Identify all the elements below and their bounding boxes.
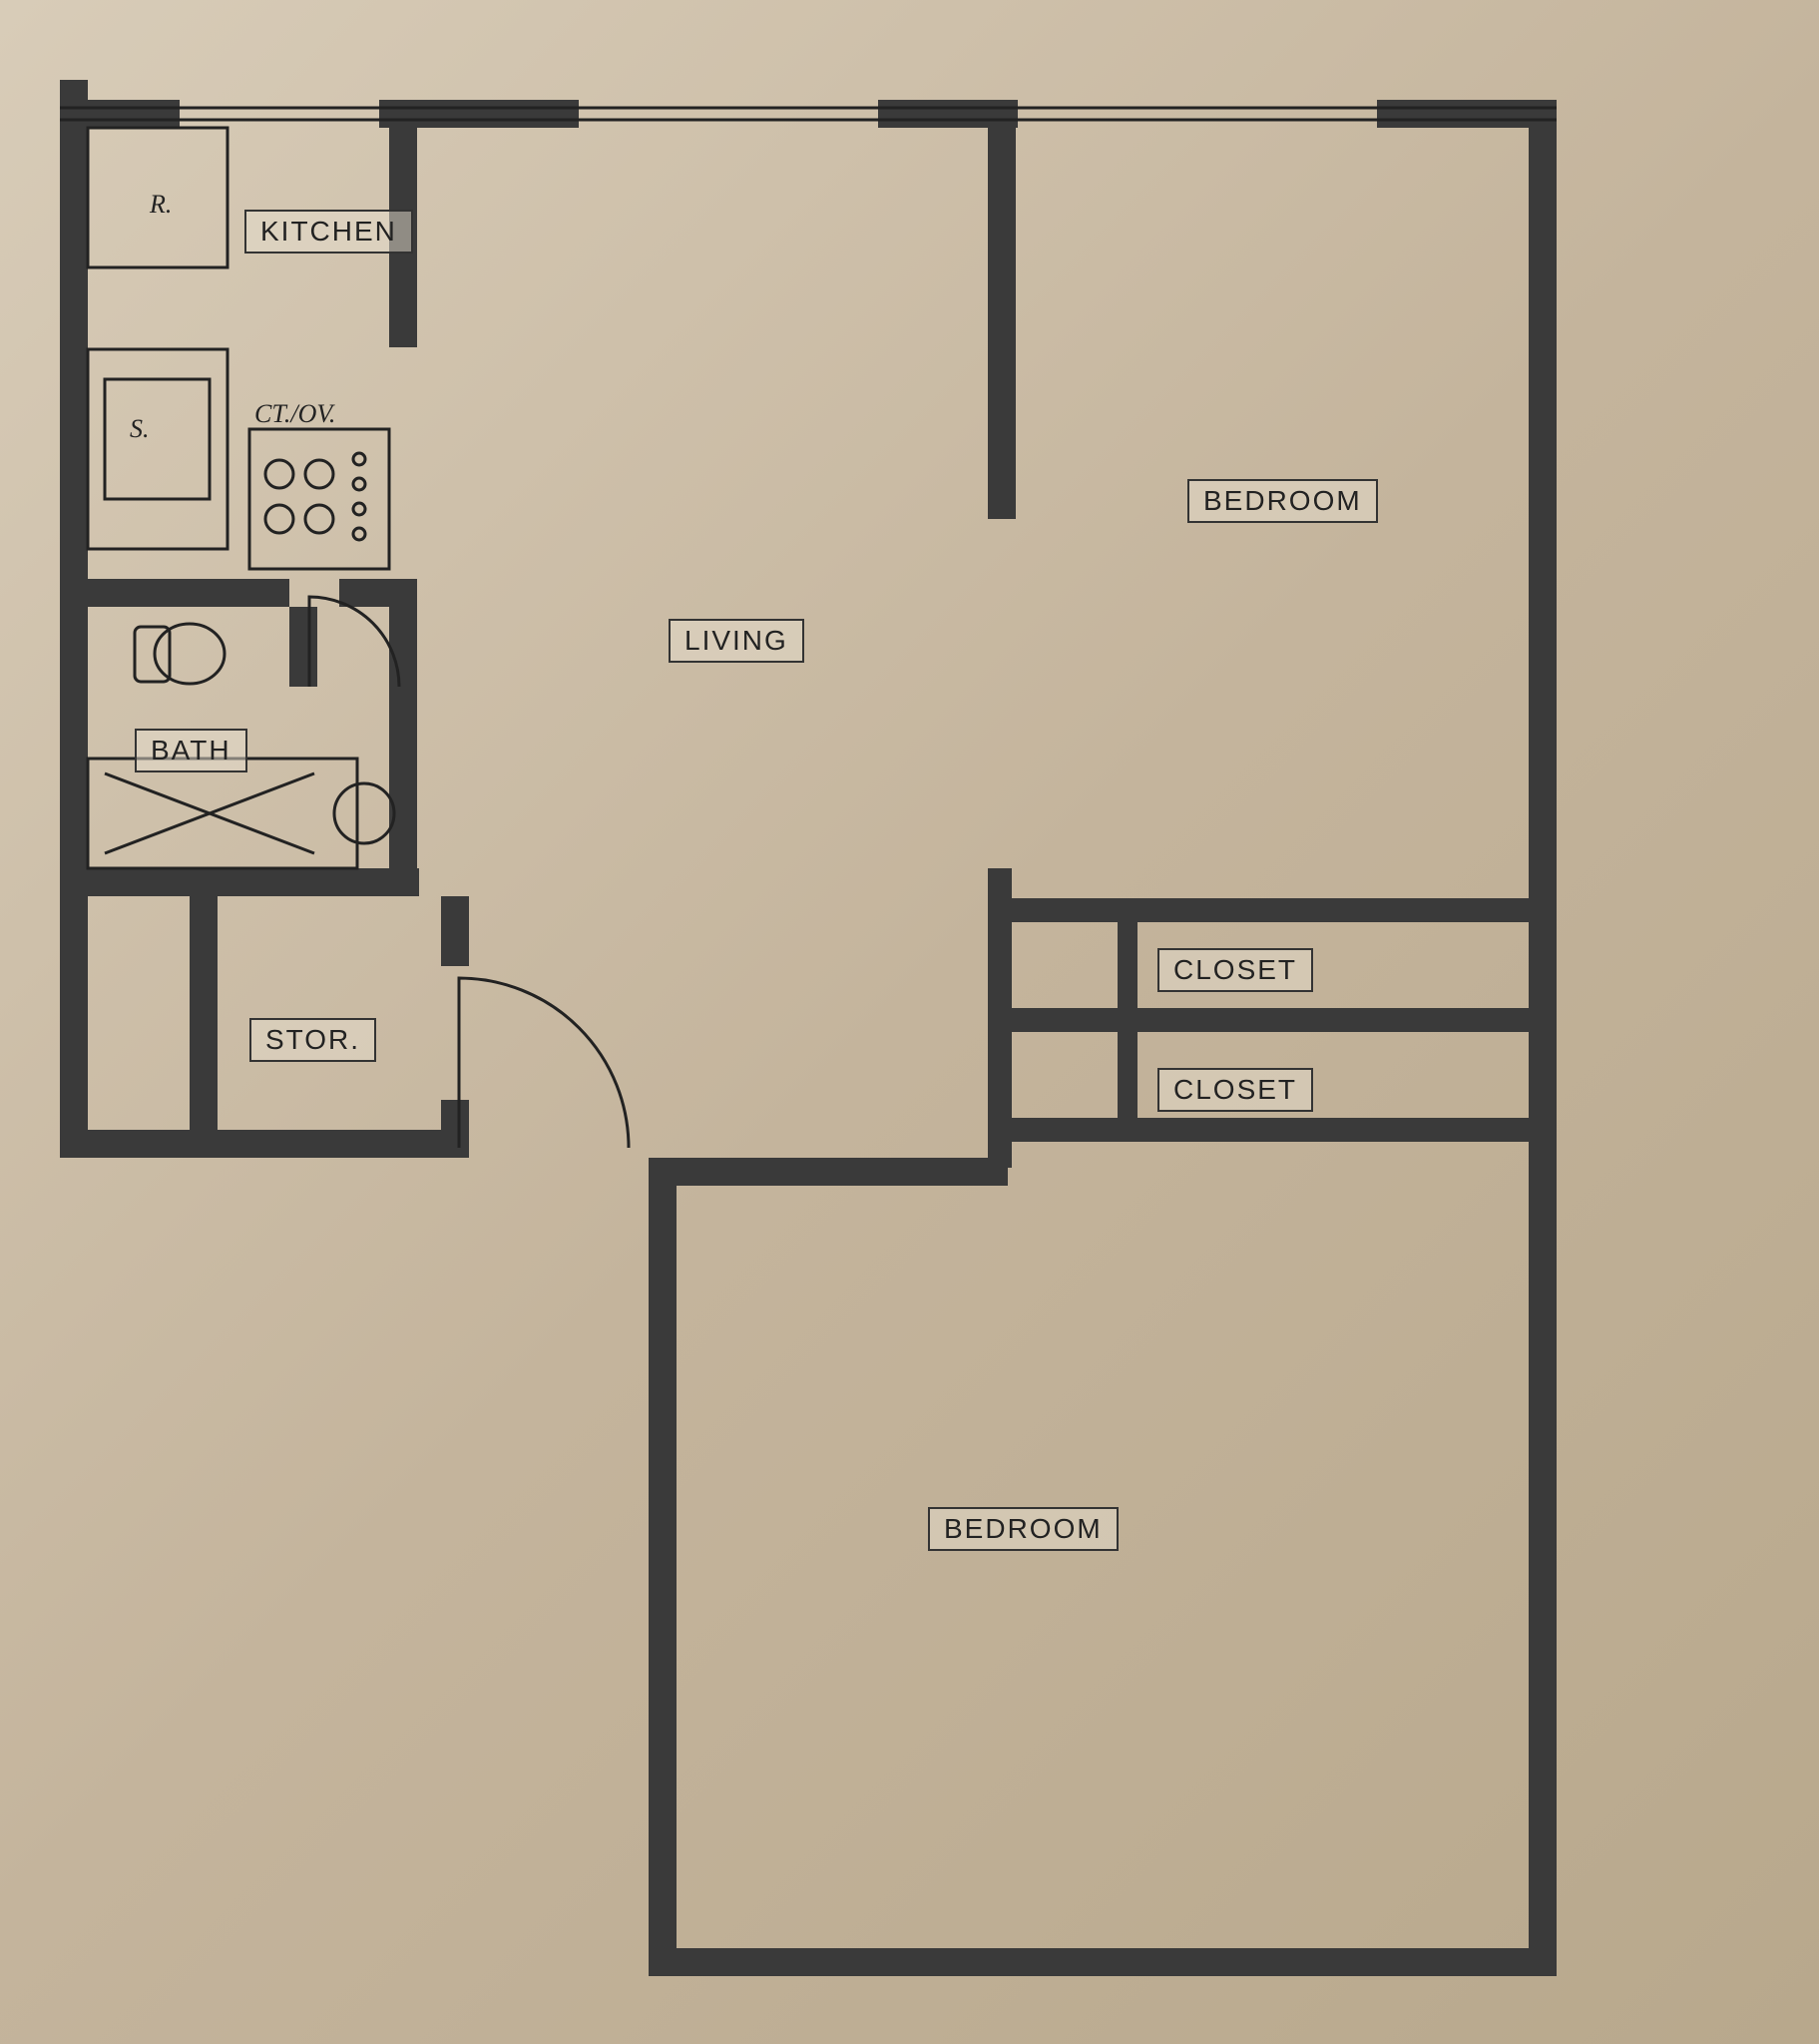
living-label: LIVING: [669, 619, 804, 663]
fixture-shape: [353, 453, 365, 465]
stor-label: STOR.: [249, 1018, 376, 1062]
sink-label: S.: [130, 414, 150, 444]
wall: [988, 100, 1016, 519]
fixture-shape: [353, 503, 365, 515]
wall: [60, 1130, 218, 1158]
fixture-shape: [334, 783, 394, 843]
fixture-shape: [265, 460, 293, 488]
closet1-label: CLOSET: [1157, 948, 1313, 992]
wall: [1529, 100, 1557, 1976]
refrigerator-label: R.: [150, 190, 172, 220]
wall: [1377, 100, 1557, 128]
cooktop_oven-label: CT./OV.: [254, 399, 335, 429]
wall: [649, 1948, 1557, 1976]
wall: [441, 1100, 469, 1158]
wall: [649, 1158, 677, 1976]
fixture-shape: [353, 528, 365, 540]
wall: [190, 1130, 469, 1158]
wall: [649, 1158, 1008, 1186]
floorplan-sheet: KITCHEN LIVING BEDROOM BATH STOR. CLOSET CLOSE…: [0, 0, 1819, 2044]
wall: [339, 579, 417, 607]
wall: [988, 868, 1012, 1168]
wall: [190, 896, 218, 1158]
wall: [1118, 898, 1137, 1142]
wall: [60, 80, 88, 1158]
wall: [441, 896, 469, 966]
bath-label: BATH: [135, 729, 247, 772]
bedroom1-label: BEDROOM: [1187, 479, 1378, 523]
wall: [60, 100, 180, 128]
door-arc: [459, 978, 629, 1148]
wall: [988, 898, 1557, 922]
fixture-line: [249, 429, 389, 569]
wall: [988, 1118, 1557, 1142]
wall: [379, 100, 579, 128]
door-arc: [309, 597, 399, 687]
wall: [60, 579, 289, 607]
wall: [60, 868, 419, 896]
wall: [289, 607, 317, 687]
fixture-line: [105, 379, 210, 499]
fixture-shape: [305, 460, 333, 488]
fixture-line: [88, 759, 357, 868]
closet2-label: CLOSET: [1157, 1068, 1313, 1112]
kitchen-label: KITCHEN: [244, 210, 413, 254]
bedroom2-label: BEDROOM: [928, 1507, 1119, 1551]
fixture-shape: [305, 505, 333, 533]
wall: [988, 1008, 1557, 1032]
fixture-shape: [353, 478, 365, 490]
fixture-shape: [265, 505, 293, 533]
fixture-shape: [155, 624, 225, 684]
